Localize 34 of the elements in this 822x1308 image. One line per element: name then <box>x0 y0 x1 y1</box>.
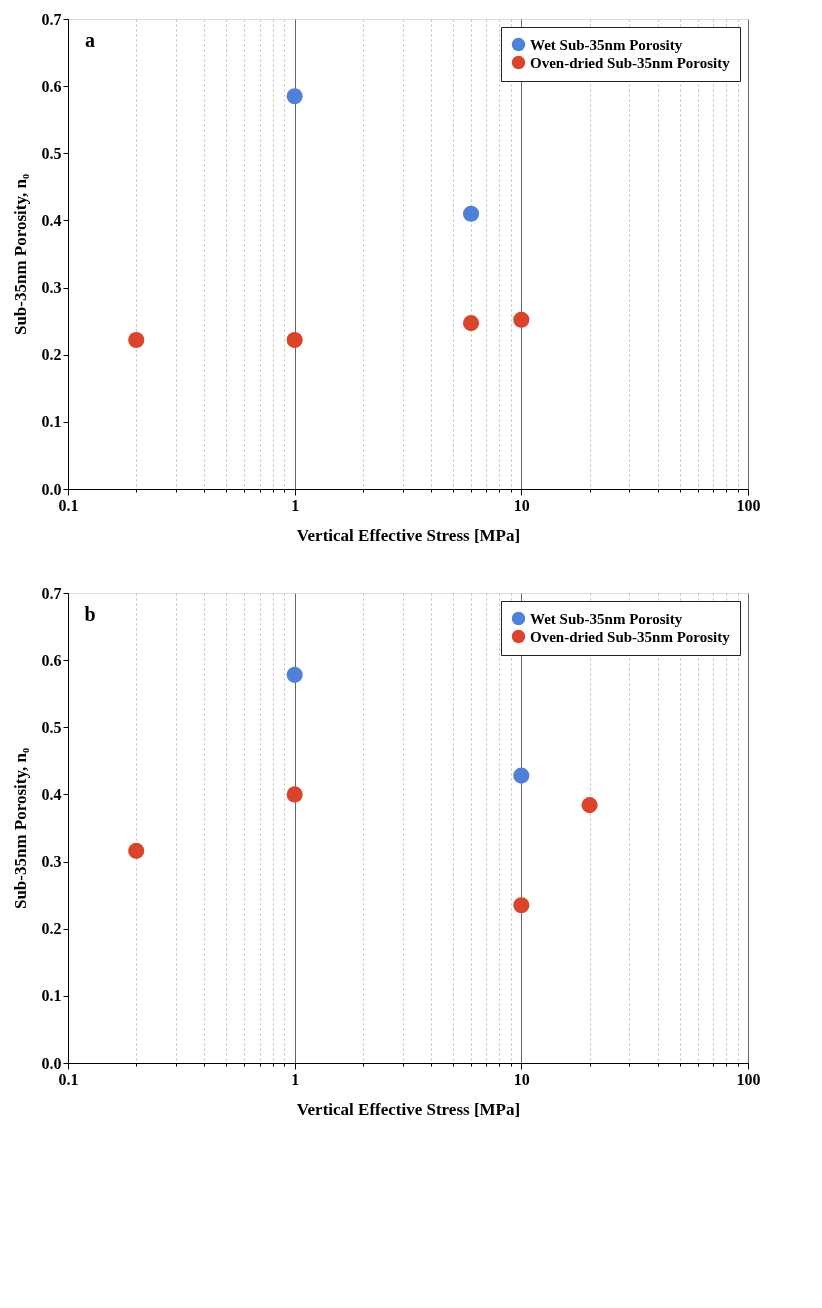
x-tick-label: 10 <box>513 496 530 514</box>
y-tick-label: 0.1 <box>41 987 62 1005</box>
y-tick-label: 0.4 <box>41 211 62 229</box>
x-tick-label: 0.1 <box>58 496 79 514</box>
x-axis-title: Vertical Effective Stress [MPa] <box>296 1099 521 1119</box>
y-tick-label: 0.0 <box>41 1054 62 1072</box>
annotation: b <box>84 603 96 625</box>
y-axis-title: Sub-35nm Porosity, n₀ <box>10 747 30 910</box>
legend-label: Wet Sub-35nm Porosity <box>530 610 683 627</box>
y-tick-label: 0.1 <box>41 413 62 431</box>
legend-label: Wet Sub-35nm Porosity <box>530 36 683 53</box>
y-tick-label: 0.0 <box>41 480 62 498</box>
x-axis-title: Vertical Effective Stress [MPa] <box>296 525 521 545</box>
y-axis-title: Sub-35nm Porosity, n₀ <box>10 173 30 336</box>
y-tick-label: 0.7 <box>41 584 62 602</box>
y-tick-label: 0.6 <box>41 77 62 95</box>
y-tick-label: 0.3 <box>41 853 62 871</box>
y-tick-label: 0.5 <box>41 144 62 162</box>
legend-label: Oven-dried Sub-35nm Porosity <box>530 628 731 645</box>
x-tick-label: 1 <box>291 496 300 514</box>
y-tick-label: 0.5 <box>41 718 62 736</box>
x-tick-label: 1 <box>291 1070 300 1088</box>
legend-label: Oven-dried Sub-35nm Porosity <box>530 54 731 71</box>
y-tick-label: 0.2 <box>41 346 62 364</box>
x-tick-label: 0.1 <box>58 1070 79 1088</box>
y-tick-label: 0.6 <box>41 651 62 669</box>
annotation: a <box>85 29 95 51</box>
x-tick-label: 100 <box>736 1070 761 1088</box>
y-tick-label: 0.3 <box>41 279 62 297</box>
y-tick-label: 0.4 <box>41 785 62 803</box>
x-tick-label: 100 <box>736 496 761 514</box>
x-tick-label: 10 <box>513 1070 530 1088</box>
y-tick-label: 0.7 <box>41 10 62 28</box>
y-tick-label: 0.2 <box>41 920 62 938</box>
